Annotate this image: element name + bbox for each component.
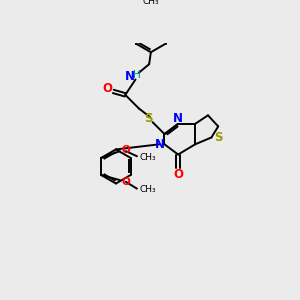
Text: N: N — [154, 138, 164, 151]
Text: O: O — [122, 177, 130, 187]
Text: S: S — [144, 112, 152, 125]
Text: CH₃: CH₃ — [142, 0, 159, 6]
Text: CH₃: CH₃ — [140, 185, 156, 194]
Text: S: S — [214, 131, 223, 144]
Text: N: N — [173, 112, 183, 125]
Text: N: N — [124, 70, 134, 83]
Text: O: O — [102, 82, 112, 95]
Text: H: H — [133, 70, 141, 80]
Text: O: O — [122, 145, 130, 155]
Text: O: O — [173, 168, 183, 181]
Text: CH₃: CH₃ — [140, 153, 156, 162]
